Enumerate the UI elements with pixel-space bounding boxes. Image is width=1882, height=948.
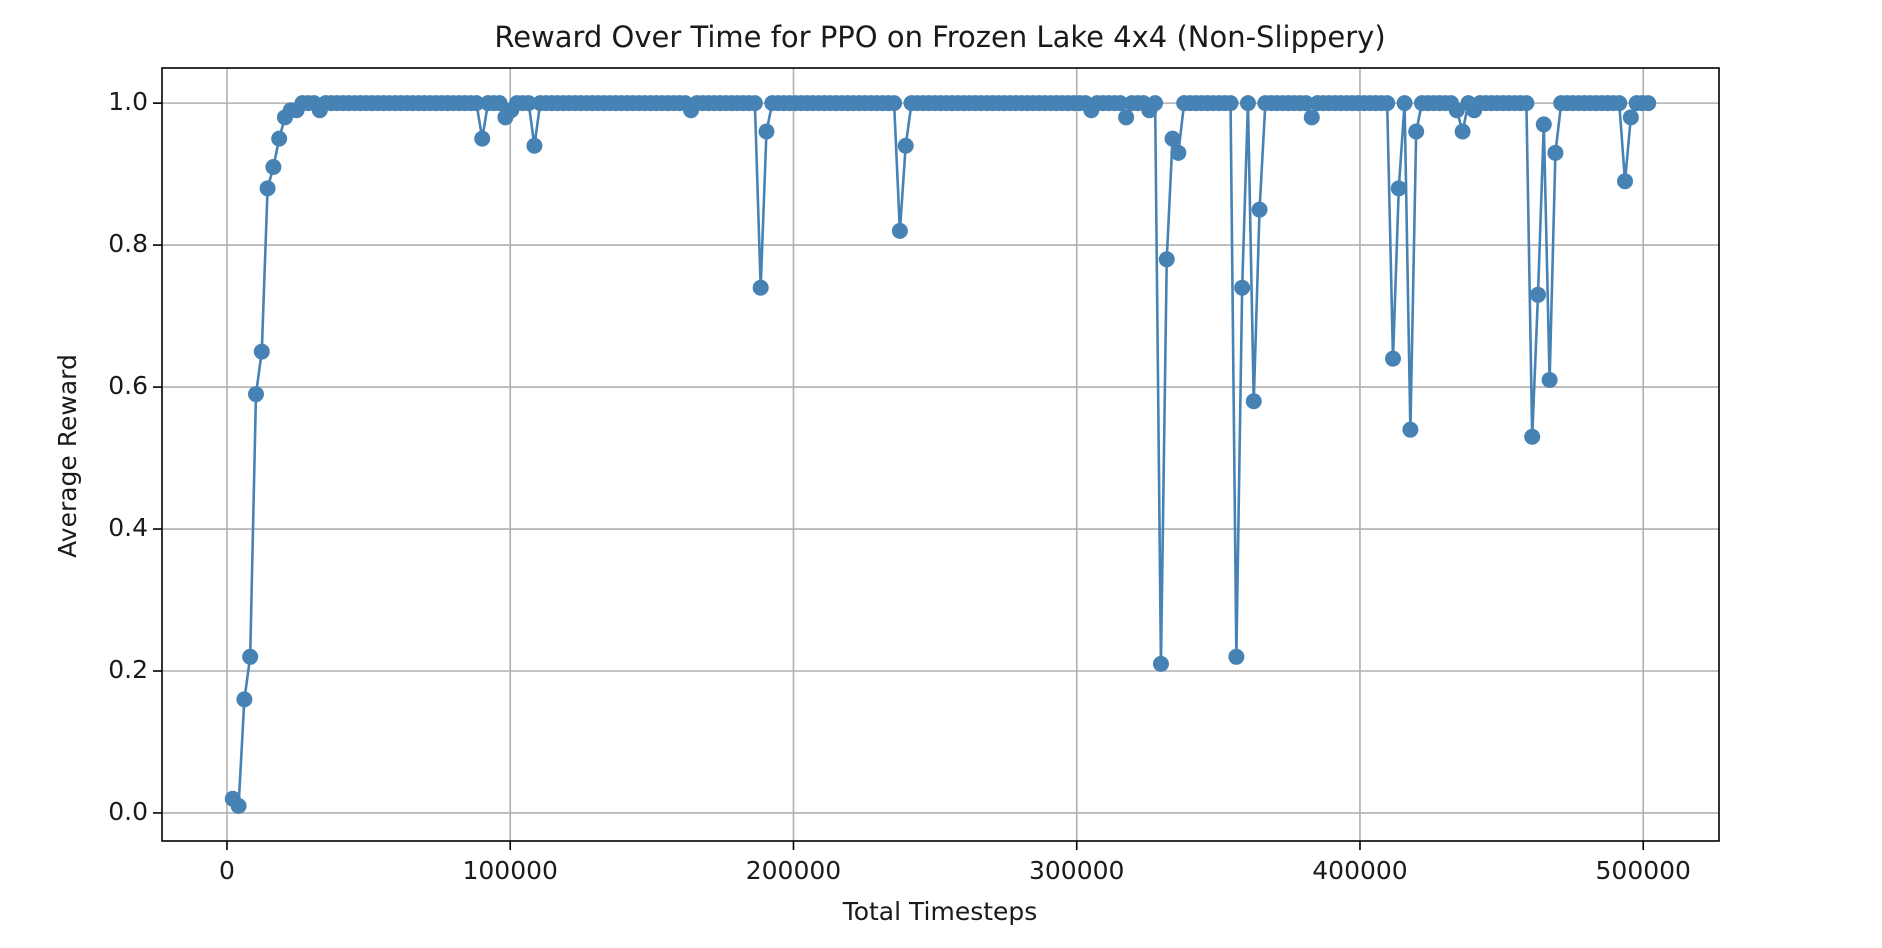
data-point <box>1622 109 1639 126</box>
data-point <box>247 386 264 403</box>
data-point <box>1541 371 1558 388</box>
x-tick-label: 200000 <box>746 856 841 885</box>
data-point <box>1640 95 1657 112</box>
data-point <box>1396 95 1413 112</box>
data-point <box>1402 421 1419 438</box>
data-point <box>886 95 903 112</box>
data-point <box>758 123 775 140</box>
data-point <box>1152 655 1169 672</box>
data-point <box>1245 393 1262 410</box>
data-point <box>1535 116 1552 133</box>
data-point <box>1164 130 1181 147</box>
data-point <box>1611 95 1628 112</box>
data-point <box>1530 286 1547 303</box>
data-point <box>230 797 247 814</box>
data-point <box>1454 123 1471 140</box>
y-tick-label: 0.4 <box>108 513 148 542</box>
data-point <box>897 137 914 154</box>
data-point <box>265 159 282 176</box>
data-point <box>236 691 253 708</box>
data-point <box>1297 95 1314 112</box>
data-point <box>752 279 769 296</box>
data-point <box>1518 95 1535 112</box>
data-point <box>1408 123 1425 140</box>
x-tick-label: 500000 <box>1596 856 1691 885</box>
data-point <box>271 130 288 147</box>
chart-title: Reward Over Time for PPO on Frozen Lake … <box>494 20 1385 54</box>
data-point <box>746 95 763 112</box>
data-point <box>891 222 908 239</box>
data-point <box>1112 95 1129 112</box>
data-point <box>1303 109 1320 126</box>
data-point <box>242 648 259 665</box>
data-point <box>1158 251 1175 268</box>
data-point <box>491 95 508 112</box>
data-point <box>520 95 537 112</box>
data-point <box>474 130 491 147</box>
y-tick-label: 0.6 <box>108 371 148 400</box>
data-point <box>1547 144 1564 161</box>
y-tick-label: 0.0 <box>108 797 148 826</box>
x-axis-label: Total Timesteps <box>842 897 1038 926</box>
x-tick-label: 100000 <box>463 856 558 885</box>
x-tick-label: 400000 <box>1312 856 1407 885</box>
y-axis-label: Average Reward <box>53 354 82 558</box>
data-point <box>526 137 543 154</box>
data-point <box>1234 279 1251 296</box>
x-tick-label: 300000 <box>1029 856 1124 885</box>
data-point <box>1147 95 1164 112</box>
data-point <box>1379 95 1396 112</box>
data-point <box>1251 201 1268 218</box>
data-point <box>253 343 270 360</box>
x-tick-label: 0 <box>219 856 235 885</box>
data-point <box>1170 144 1187 161</box>
y-tick-label: 0.8 <box>108 229 148 258</box>
data-point <box>1448 102 1465 119</box>
data-point <box>1239 95 1256 112</box>
data-point <box>1524 428 1541 445</box>
data-point <box>1384 350 1401 367</box>
data-point <box>259 180 276 197</box>
y-tick-label: 1.0 <box>108 87 148 116</box>
plot-frame <box>161 67 1720 842</box>
data-point <box>1390 180 1407 197</box>
y-tick-label: 0.2 <box>108 655 148 684</box>
data-point <box>1118 109 1135 126</box>
data-point <box>468 95 485 112</box>
data-point <box>1228 648 1245 665</box>
data-point <box>1222 95 1239 112</box>
data-point <box>1617 173 1634 190</box>
